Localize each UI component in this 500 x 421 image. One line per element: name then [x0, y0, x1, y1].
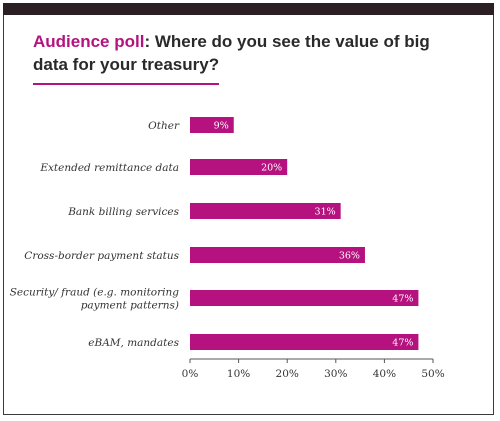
category-label-0: Other — [148, 120, 180, 132]
category-label-2: Bank billing services — [67, 206, 179, 218]
bar-4 — [190, 290, 419, 306]
bar-3 — [190, 247, 365, 263]
x-tick-label-4: 40% — [373, 368, 396, 380]
bar-2 — [190, 203, 341, 219]
x-tick-label-1: 10% — [227, 368, 250, 380]
title-accent: Audience poll — [33, 32, 145, 51]
category-label-4-line-0: Security/ fraud (e.g. monitoring — [10, 287, 180, 299]
x-tick-label-3: 30% — [324, 368, 347, 380]
category-label-5: eBAM, mandates — [88, 337, 179, 349]
x-tick-label-5: 50% — [421, 368, 444, 380]
category-label-3: Cross-border payment status — [24, 250, 179, 262]
bar-0 — [190, 117, 234, 133]
title-underline — [33, 83, 219, 85]
bar-value-label-5: 47% — [392, 338, 413, 349]
bar-value-label-2: 31% — [315, 207, 336, 218]
x-tick-label-0: 0% — [182, 368, 199, 380]
chart-title: Audience poll: Where do you see the valu… — [33, 30, 453, 76]
x-tick-label-2: 20% — [276, 368, 299, 380]
category-label-1: Extended remittance data — [39, 162, 179, 174]
bar-1 — [190, 159, 288, 175]
category-label-4-line-1: payment patterns) — [81, 300, 179, 312]
top-bar — [3, 3, 494, 15]
bar-5 — [190, 334, 419, 350]
bar-value-label-0: 9% — [214, 121, 229, 132]
title-rest: : Where do you see the value of big data… — [33, 32, 430, 74]
bar-value-label-1: 20% — [261, 163, 282, 174]
bar-value-label-4: 47% — [392, 294, 413, 305]
bar-value-label-3: 36% — [339, 251, 360, 262]
